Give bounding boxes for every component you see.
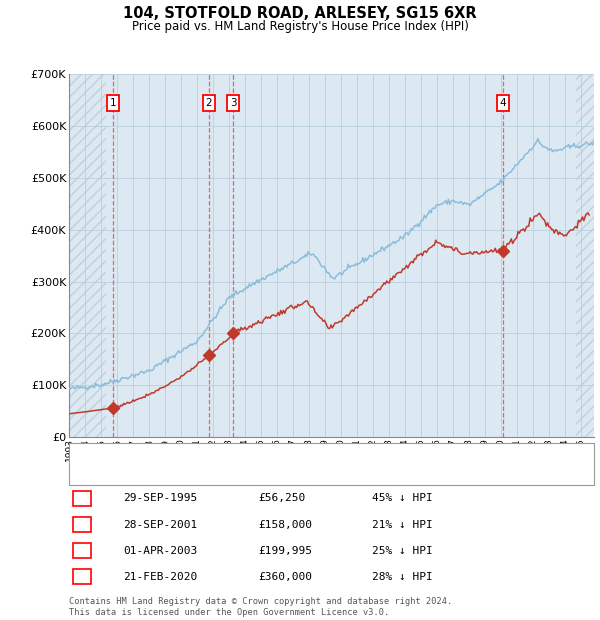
Text: £199,995: £199,995 xyxy=(258,546,312,556)
Text: 104, STOTFOLD ROAD, ARLESEY, SG15 6XR: 104, STOTFOLD ROAD, ARLESEY, SG15 6XR xyxy=(123,6,477,21)
Text: 21% ↓ HPI: 21% ↓ HPI xyxy=(372,520,433,529)
Text: 29-SEP-1995: 29-SEP-1995 xyxy=(123,494,197,503)
Text: 4: 4 xyxy=(500,98,506,108)
Text: £158,000: £158,000 xyxy=(258,520,312,529)
Text: 3: 3 xyxy=(230,98,236,108)
Text: £56,250: £56,250 xyxy=(258,494,305,503)
Text: 104, STOTFOLD ROAD, ARLESEY, SG15 6XR (detached house): 104, STOTFOLD ROAD, ARLESEY, SG15 6XR (d… xyxy=(114,450,436,459)
Bar xyxy=(577,74,594,437)
Text: 28% ↓ HPI: 28% ↓ HPI xyxy=(372,572,433,582)
Text: 2: 2 xyxy=(78,520,85,529)
Text: 01-APR-2003: 01-APR-2003 xyxy=(123,546,197,556)
Text: HPI: Average price, detached house, Central Bedfordshire: HPI: Average price, detached house, Cent… xyxy=(114,468,415,478)
Text: 25% ↓ HPI: 25% ↓ HPI xyxy=(372,546,433,556)
Text: 2: 2 xyxy=(206,98,212,108)
Text: 45% ↓ HPI: 45% ↓ HPI xyxy=(372,494,433,503)
Text: 3: 3 xyxy=(78,546,85,556)
Text: £360,000: £360,000 xyxy=(258,572,312,582)
Text: 1: 1 xyxy=(78,494,85,503)
Text: Price paid vs. HM Land Registry's House Price Index (HPI): Price paid vs. HM Land Registry's House … xyxy=(131,20,469,33)
Text: 4: 4 xyxy=(78,572,85,582)
Text: 28-SEP-2001: 28-SEP-2001 xyxy=(123,520,197,529)
Text: Contains HM Land Registry data © Crown copyright and database right 2024.
This d: Contains HM Land Registry data © Crown c… xyxy=(69,598,452,617)
Text: 21-FEB-2020: 21-FEB-2020 xyxy=(123,572,197,582)
Bar xyxy=(69,74,106,437)
Text: 1: 1 xyxy=(110,98,116,108)
